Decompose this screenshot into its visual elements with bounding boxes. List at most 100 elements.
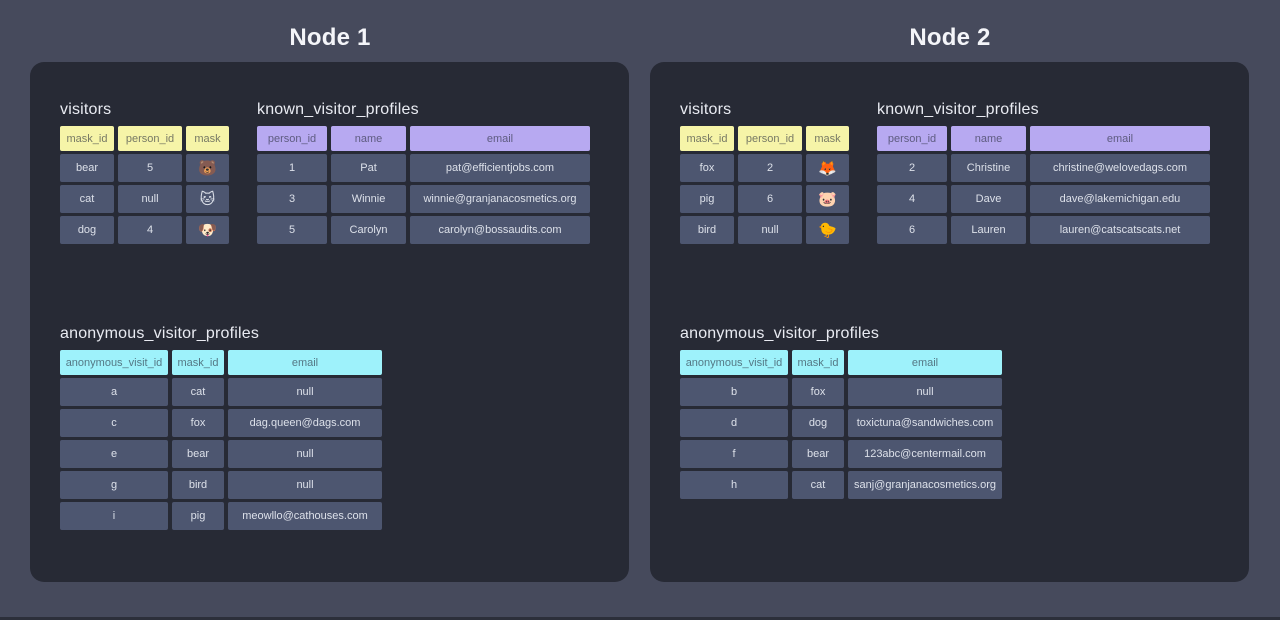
table-cell: 123abc@centermail.com [848,440,1002,468]
mask-emoji-cell: 🐶 [186,216,229,244]
table-cell: g [60,471,168,499]
table-cell: e [60,440,168,468]
table-grid: anonymous_visit_id mask_id email a cat null c f… [60,350,382,530]
mask-emoji-cell: 🐱 [186,185,229,213]
table-grid: person_id name email 1 Pat pat@efficientjobs.… [257,126,590,244]
table-title: anonymous_visitor_profiles [680,325,880,342]
column-header-mask: mask [806,126,849,151]
table-grid: mask_id person_id mask bear 5 🐻 cat null 🐱 dog 4 🐶 [60,126,229,244]
mask-emoji-cell: 🐷 [806,185,849,213]
node-2-title: Node 2 [909,24,991,51]
table-title: known_visitor_profiles [877,101,1039,118]
table-cell: 5 [257,216,327,244]
table-cell: Carolyn [331,216,406,244]
table-cell: Christine [951,154,1026,182]
table-cell: dag.queen@dags.com [228,409,382,437]
table-cell: 4 [118,216,182,244]
table-cell: d [680,409,788,437]
table-cell: pig [680,185,734,213]
table-cell: winnie@granjanacosmetics.org [410,185,590,213]
node-1-title: Node 1 [289,24,371,51]
table-cell: bear [792,440,844,468]
column-header-anonymous_visit_id: anonymous_visit_id [680,350,788,375]
table-cell: null [848,378,1002,406]
table-cell: bird [680,216,734,244]
table-cell: carolyn@bossaudits.com [410,216,590,244]
column-header-person_id: person_id [877,126,947,151]
table-cell: Lauren [951,216,1026,244]
table-cell: null [118,185,182,213]
table-grid: anonymous_visit_id mask_id email b fox null d d… [680,350,1002,499]
column-header-email: email [410,126,590,151]
table-title: known_visitor_profiles [257,101,419,118]
column-header-email: email [228,350,382,375]
mask-emoji-cell: 🐻 [186,154,229,182]
table-title: anonymous_visitor_profiles [60,325,260,342]
table-cell: a [60,378,168,406]
table-cell: bear [60,154,114,182]
table-cell: 2 [738,154,802,182]
table-cell: null [228,378,382,406]
table-cell: fox [172,409,224,437]
table-cell: bird [172,471,224,499]
table-cell: meowllo@cathouses.com [228,502,382,530]
table-cell: Pat [331,154,406,182]
table-anonymous_visitor_profiles: anonymous_visitor_profiles anonymous_visi… [60,324,382,530]
table-cell: Winnie [331,185,406,213]
table-cell: 6 [877,216,947,244]
table-cell: fox [680,154,734,182]
mask-emoji-cell: 🦊 [806,154,849,182]
table-cell: b [680,378,788,406]
column-header-mask_id: mask_id [60,126,114,151]
table-cell: h [680,471,788,499]
table-cell: 4 [877,185,947,213]
table-cell: 5 [118,154,182,182]
column-header-person_id: person_id [118,126,182,151]
column-header-name: name [951,126,1026,151]
mask-emoji-cell: 🐤 [806,216,849,244]
table-cell: dave@lakemichigan.edu [1030,185,1210,213]
column-header-email: email [1030,126,1210,151]
table-known_visitor_profiles: known_visitor_profiles person_id name email… [877,100,1210,244]
table-cell: 1 [257,154,327,182]
node-1-panel: visitors mask_id person_id mask bear 5 🐻 cat nul… [30,62,629,582]
table-title: visitors [60,101,112,118]
table-cell: i [60,502,168,530]
table-cell: christine@welovedags.com [1030,154,1210,182]
column-header-name: name [331,126,406,151]
table-grid: person_id name email 2 Christine christine@we… [877,126,1210,244]
table-cell: cat [60,185,114,213]
column-header-person_id: person_id [257,126,327,151]
table-cell: pig [172,502,224,530]
column-header-mask_id: mask_id [680,126,734,151]
node-2-panel: visitors mask_id person_id mask fox 2 🦊 pig 6 🐷 bi… [650,62,1249,582]
table-cell: null [738,216,802,244]
column-header-email: email [848,350,1002,375]
table-grid: mask_id person_id mask fox 2 🦊 pig 6 🐷 bird null 🐤 [680,126,849,244]
column-header-person_id: person_id [738,126,802,151]
table-cell: pat@efficientjobs.com [410,154,590,182]
table-cell: 2 [877,154,947,182]
table-known_visitor_profiles: known_visitor_profiles person_id name email… [257,100,590,244]
table-cell: toxictuna@sandwiches.com [848,409,1002,437]
column-header-anonymous_visit_id: anonymous_visit_id [60,350,168,375]
bottom-edge-strip [0,617,1280,620]
table-cell: null [228,471,382,499]
table-cell: dog [792,409,844,437]
column-header-mask_id: mask_id [172,350,224,375]
table-cell: c [60,409,168,437]
table-cell: sanj@granjanacosmetics.org [848,471,1002,499]
table-cell: 6 [738,185,802,213]
table-cell: 3 [257,185,327,213]
table-cell: fox [792,378,844,406]
table-visitors: visitors mask_id person_id mask bear 5 🐻 cat nul… [60,100,229,244]
table-cell: Dave [951,185,1026,213]
table-title: visitors [680,101,732,118]
table-cell: cat [172,378,224,406]
column-header-mask: mask [186,126,229,151]
table-cell: lauren@catscatscats.net [1030,216,1210,244]
table-visitors: visitors mask_id person_id mask fox 2 🦊 pig 6 🐷 bi… [680,100,849,244]
table-cell: null [228,440,382,468]
table-cell: bear [172,440,224,468]
table-cell: cat [792,471,844,499]
